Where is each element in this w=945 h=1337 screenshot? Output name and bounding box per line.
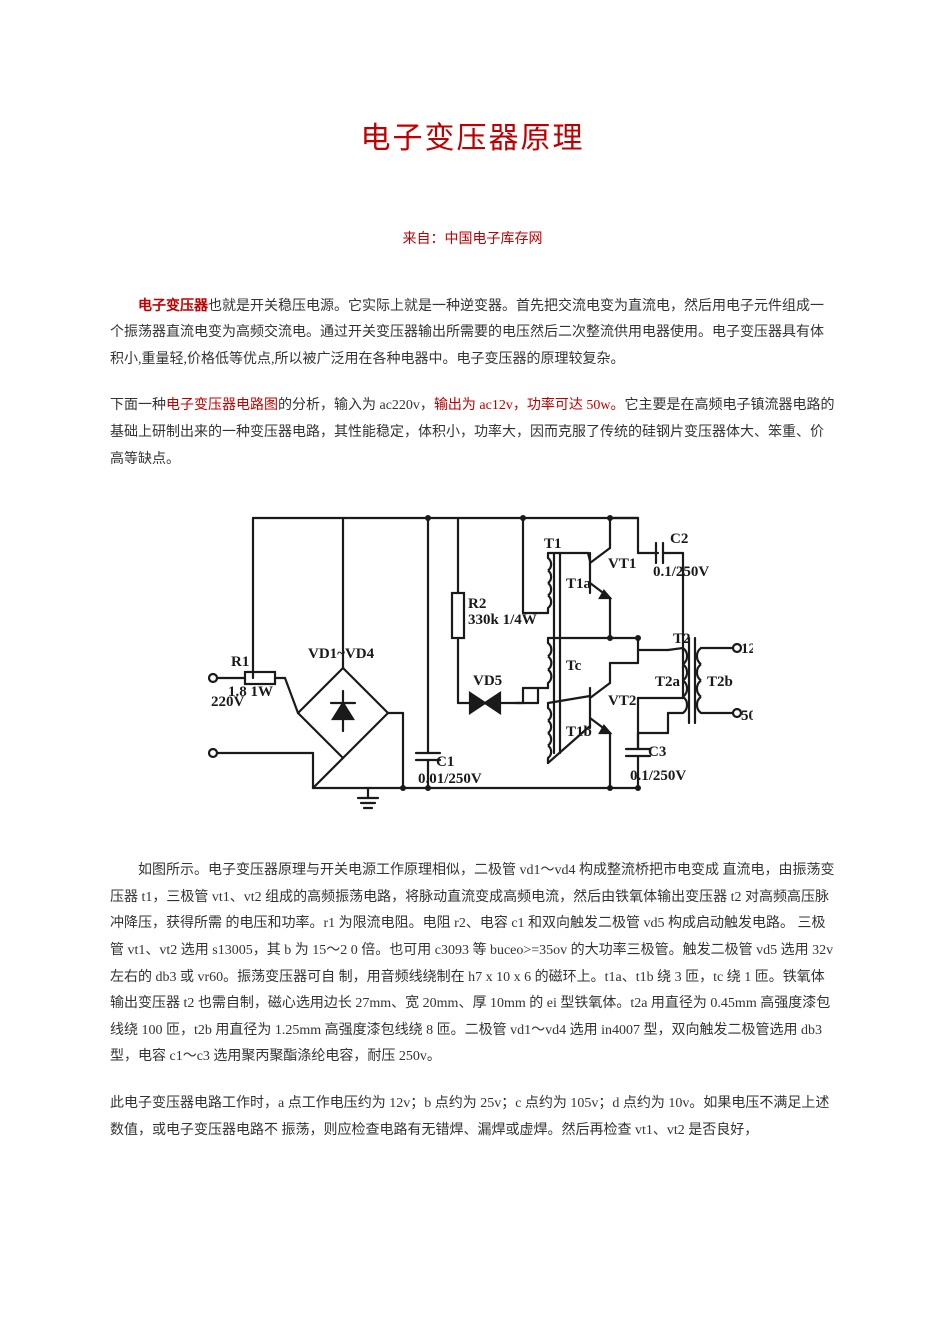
source-line: 来自：中国电子库存网: [110, 227, 835, 254]
paragraph-4: 此电子变压器电路工作时，a 点工作电压约为 12v；b 点约为 25v；c 点约…: [110, 1091, 835, 1144]
svg-text:R1: R1: [231, 654, 249, 670]
p2a: 下面一种: [110, 398, 166, 413]
p2c: 的分析，输入为 ac220v，: [278, 398, 434, 413]
svg-text:T2: T2: [673, 631, 691, 647]
svg-text:T1a: T1a: [566, 576, 592, 592]
svg-text:T2a: T2a: [655, 674, 681, 690]
svg-text:VT2: VT2: [608, 693, 636, 709]
svg-text:VD1~VD4: VD1~VD4: [308, 646, 375, 662]
svg-text:VT1: VT1: [608, 556, 636, 572]
svg-text:C2: C2: [670, 531, 688, 547]
svg-text:50: 50: [741, 708, 753, 724]
svg-text:T1: T1: [544, 536, 562, 552]
p1-bold: 电子变压器: [138, 299, 208, 314]
svg-text:VD5: VD5: [473, 673, 502, 689]
svg-text:T2b: T2b: [707, 674, 733, 690]
paragraph-3: 如图所示。电子变压器原理与开关电源工作原理相似，二极管 vd1～vd4 构成整流…: [110, 858, 835, 1071]
page-title: 电子变压器原理: [110, 110, 835, 167]
svg-text:0.01/250V: 0.01/250V: [418, 771, 482, 787]
svg-text:C3: C3: [648, 744, 666, 760]
svg-text:R2: R2: [468, 596, 486, 612]
svg-text:330k 1/4W: 330k 1/4W: [468, 612, 537, 628]
svg-text:12V: 12V: [741, 641, 753, 657]
p2d: 输出为 ac12v，功率可达 50w。: [434, 398, 625, 413]
svg-text:C1: C1: [436, 754, 454, 770]
svg-text:0.1/250V: 0.1/250V: [653, 564, 709, 580]
paragraph-2: 下面一种电子变压器电路图的分析，输入为 ac220v，输出为 ac12v，功率可…: [110, 393, 835, 473]
p2b: 电子变压器电路图: [166, 398, 278, 413]
svg-text:Tc: Tc: [566, 658, 582, 674]
paragraph-1: 电子变压器也就是开关稳压电源。它实际上就是一种逆变器。首先把交流电变为直流电，然…: [110, 294, 835, 374]
p1-text: 也就是开关稳压电源。它实际上就是一种逆变器。首先把交流电变为直流电，然后用电子元…: [110, 299, 824, 367]
svg-text:1.8 1W: 1.8 1W: [228, 684, 273, 700]
svg-text:0.1/250V: 0.1/250V: [630, 768, 686, 784]
circuit-diagram: 220VR11.8 1WVD1~VD4C10.01/250VR2330k 1/4…: [110, 498, 835, 818]
